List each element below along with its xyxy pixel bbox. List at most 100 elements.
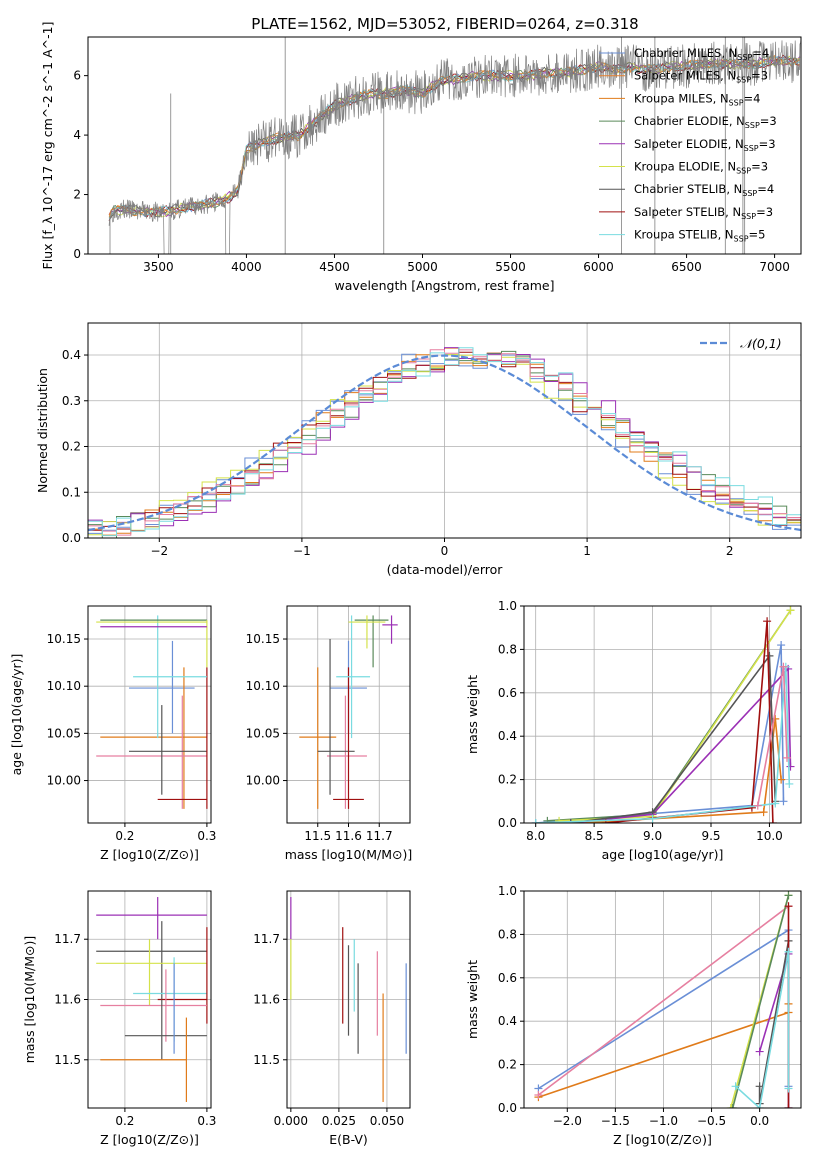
weight-line-chabrier_elodie	[731, 895, 790, 1108]
x-tick-label: 5500	[495, 260, 526, 274]
x-axis-label: mass [log10(M/M⊙)]	[285, 847, 413, 862]
weight-marker	[779, 662, 788, 671]
y-tick-label: 10.15	[47, 632, 81, 646]
weight-marker	[786, 606, 795, 615]
weight_vs_age-lines	[531, 606, 795, 823]
x-tick-label: 6500	[671, 260, 702, 274]
weight-line-kroupa_stelib	[735, 951, 790, 1108]
y-axis-label: age [log10(age/yr)]	[9, 654, 24, 776]
y-tick-label: 0.3	[62, 394, 81, 408]
legend-label: Chabrier MILES, NSSP=4	[634, 46, 769, 62]
weight-marker	[786, 762, 795, 771]
x-tick-label: 4000	[231, 260, 262, 274]
weight-line-chabrier_stelib	[758, 940, 790, 1104]
x-tick-label: 1	[583, 544, 591, 558]
weight_vs_Z-axes: −2.0 −1.5 −1.0 −0.5 0.0 0.0 0.2 0.4 0.6 0.8 1.0 Z […	[465, 884, 801, 1147]
y-tick-label: 0.0	[498, 1101, 517, 1115]
x-tick-label: 6000	[583, 260, 614, 274]
weight-marker	[543, 816, 552, 823]
y-tick-label: 0.1	[62, 485, 81, 499]
y-tick-label: 10.15	[246, 632, 280, 646]
weight-marker	[784, 1104, 793, 1108]
weight-marker	[784, 891, 793, 900]
y-tick-label: 2	[73, 188, 81, 202]
normal-curve	[88, 354, 801, 532]
weight_vs_Z-lines	[534, 891, 793, 1108]
weight-line-salpeter_elodie	[570, 666, 792, 823]
weight-marker	[555, 816, 564, 823]
y-tick-label: 10.05	[246, 726, 280, 740]
y-tick-label: 10.00	[47, 774, 81, 788]
y-tick-label: 11.5	[54, 1053, 81, 1067]
y-tick-label: 0.4	[498, 1014, 517, 1028]
mass_vs_Z-axes: 0.2 0.3 11.5 11.6 11.7 Z [log10(Z/Z⊙)] mass [l…	[22, 891, 216, 1147]
y-tick-label: 0.8	[498, 642, 517, 656]
x-tick-label: 8.5	[585, 829, 604, 843]
legend-label: Salpeter ELODIE, NSSP=3	[634, 137, 776, 153]
y-axis-label: mass [log10(M/M⊙)]	[22, 936, 37, 1064]
spectrum-lines	[108, 37, 801, 254]
y-tick-label: 0.2	[62, 440, 81, 454]
x-tick-label: 0.2	[115, 829, 134, 843]
axes-frame	[87, 605, 212, 824]
y-tick-label: 10.10	[246, 679, 280, 693]
weight_vs_age-axes: 8.0 8.5 9.0 9.5 10.0 0.0 0.2 0.4 0.6 0.8 1.0 age [l…	[465, 599, 801, 862]
y-tick-label: 11.6	[253, 993, 280, 1007]
y-tick-label: 0.2	[498, 1058, 517, 1072]
weight-line-chabrier_stelib	[570, 653, 777, 823]
y-axis-label: mass weight	[465, 960, 480, 1039]
x-tick-label: −2	[150, 544, 168, 558]
weight-line-salpeter_stelib	[605, 621, 774, 823]
legend-label: Chabrier STELIB, NSSP=4	[634, 182, 774, 198]
weight-marker	[777, 775, 786, 784]
legend-label: Salpeter STELIB, NSSP=3	[634, 205, 773, 221]
y-tick-label: 6	[73, 69, 81, 83]
x-tick-label: 11.5	[304, 829, 331, 843]
age_vs_Z-points	[96, 615, 208, 809]
x-tick-label: 0.3	[197, 1114, 216, 1128]
weight-marker	[648, 814, 657, 823]
y-tick-label: 4	[73, 128, 81, 142]
model-spectrum-salpeter_miles	[108, 57, 800, 217]
legend-label: 𝒩(0,1)	[740, 336, 782, 351]
x-tick-label: 0.2	[115, 1114, 134, 1128]
x-tick-label: −2.0	[553, 1114, 582, 1128]
weight-marker	[731, 1082, 740, 1091]
y-tick-label: 0.6	[498, 686, 517, 700]
legend-label: Kroupa ELODIE, NSSP=3	[634, 160, 768, 176]
model-spectrum-salpeter_stelib	[108, 54, 800, 222]
model-spectrum-salpeter_elodie	[108, 55, 801, 218]
x-tick-label: 0.0	[750, 1114, 769, 1128]
histogram-kroupa_stelib	[88, 347, 801, 538]
y-tick-label: 1.0	[498, 599, 517, 613]
y-tick-label: 11.6	[54, 993, 81, 1007]
x-tick-label: 0.3	[197, 829, 216, 843]
x-tick-label: 10.0	[756, 829, 783, 843]
y-tick-label: 10.05	[47, 726, 81, 740]
axes-frame	[87, 322, 802, 539]
axes-frame	[286, 605, 411, 824]
legend-label: Salpeter MILES, NSSP=3	[634, 69, 768, 85]
y-tick-label: 0.4	[498, 729, 517, 743]
mass_vs_EBV-axes: 0.000 0.025 0.050 11.5 11.6 11.7 E(B-V)	[253, 891, 410, 1147]
age_vs_mass-points	[299, 615, 398, 809]
y-tick-label: 0.6	[498, 971, 517, 985]
axes-frame	[523, 890, 802, 1109]
weight-marker	[755, 1104, 764, 1108]
y-axis-label: mass weight	[465, 675, 480, 754]
x-tick-label: 7000	[759, 260, 790, 274]
axes-frame	[286, 890, 411, 1109]
x-axis-label: Z [log10(Z/Z⊙)]	[100, 847, 199, 862]
weight-marker	[531, 819, 540, 823]
weight-marker	[728, 1104, 737, 1108]
weight-marker	[782, 753, 791, 762]
x-axis-label: age [log10(age/yr)]	[602, 847, 724, 862]
residual-histograms	[88, 347, 801, 538]
y-tick-label: 11.7	[54, 932, 81, 946]
x-tick-label: 3500	[143, 260, 174, 274]
weight-marker	[755, 1047, 764, 1056]
weight-line-pink	[537, 905, 789, 1096]
y-tick-label: 0.8	[498, 927, 517, 941]
spectrum-axes: 3500 4000 4500 5000 5500 6000 6500 7000 0 2 4 6 wave…	[40, 22, 790, 293]
y-axis-label: Flux [f_λ 10^-17 erg cm^-2 s^-1 A^-1]	[40, 22, 55, 270]
